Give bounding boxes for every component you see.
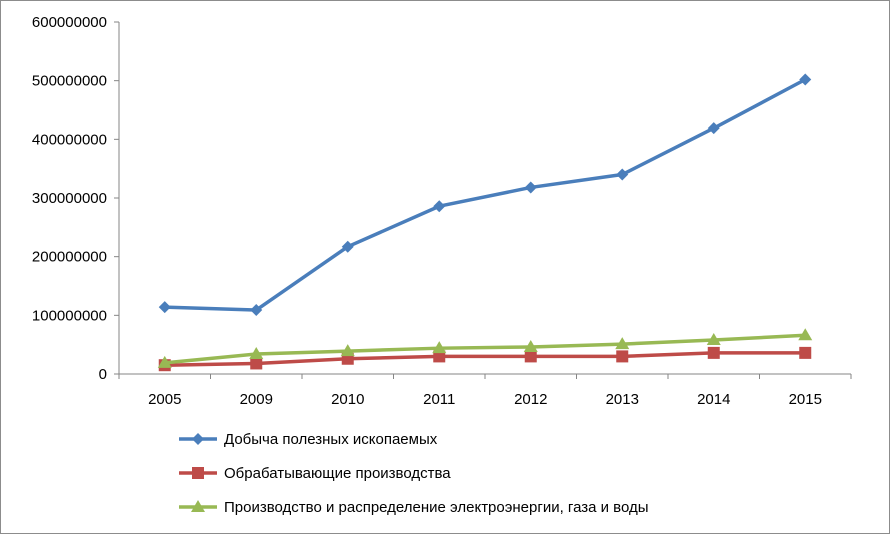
data-point: [249, 347, 264, 360]
series-1: [158, 73, 812, 317]
legend-item: Добыча полезных ископаемых: [179, 431, 438, 448]
x-tick-label: 2005: [148, 391, 181, 408]
data-point: [524, 350, 537, 363]
axes: [114, 21, 852, 379]
data-point: [616, 350, 629, 363]
y-tick-label: 500000000: [32, 73, 107, 90]
data-point: [616, 168, 629, 181]
series-layer: [157, 73, 813, 372]
data-point: [340, 344, 355, 357]
data-point: [615, 337, 630, 350]
x-tick-label: 2010: [331, 391, 364, 408]
data-point: [433, 350, 446, 363]
data-point: [250, 357, 263, 370]
data-point: [523, 340, 538, 353]
series-3: [157, 328, 813, 368]
y-tick-label: 100000000: [32, 307, 107, 324]
data-point: [798, 328, 813, 341]
data-point: [158, 301, 171, 314]
series-line: [164, 351, 806, 367]
x-tick-label: 2013: [606, 391, 639, 408]
data-point: [433, 200, 446, 213]
data-point: [341, 240, 354, 253]
x-tick-label: 2011: [423, 391, 455, 408]
x-tick-label: 2012: [514, 391, 547, 408]
y-tick-label: 400000000: [32, 131, 107, 148]
y-tick-label: 200000000: [32, 249, 107, 266]
legend-swatch-marker: [191, 500, 205, 512]
legend-swatch-marker: [192, 433, 204, 445]
y-tick-labels: 0 100000000 200000000 300000000 400000000 500…: [32, 14, 107, 383]
series-line: [164, 333, 806, 365]
x-tick-label: 2015: [789, 391, 822, 408]
y-tick-label: 600000000: [32, 14, 107, 31]
legend-label: Производство и распределение электроэнер…: [224, 499, 649, 516]
data-point: [157, 355, 172, 368]
data-point: [707, 346, 720, 359]
data-point: [706, 332, 721, 345]
data-point: [250, 304, 263, 317]
data-point: [799, 346, 812, 359]
series-line: [164, 77, 807, 312]
data-point: [524, 181, 537, 194]
data-point: [432, 341, 447, 354]
x-tick-label: 2009: [240, 391, 273, 408]
x-tick-labels: 2005 2009 2010 2011 2012 2013 2014 2015: [148, 391, 822, 408]
legend-item: Обрабатывающие производства: [179, 465, 451, 482]
legend-item: Производство и распределение электроэнер…: [179, 499, 649, 516]
data-point: [707, 122, 720, 135]
data-point: [799, 73, 812, 86]
y-tick-label: 300000000: [32, 190, 107, 207]
x-tick-label: 2014: [697, 391, 730, 408]
y-tick-label: 0: [99, 366, 107, 383]
legend-label: Обрабатывающие производства: [224, 465, 451, 482]
legend-label: Добыча полезных ископаемых: [224, 431, 438, 448]
legend: Добыча полезных ископаемых Обрабатывающие…: [179, 431, 649, 516]
legend-swatch-marker: [192, 467, 204, 479]
